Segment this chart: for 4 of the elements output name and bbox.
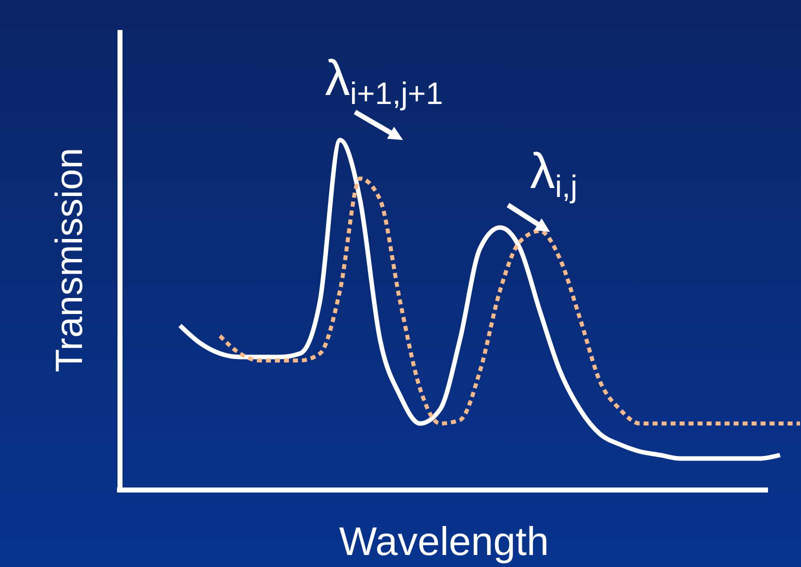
text: λ$_{i+1,j+1}$ [325, 50, 444, 112]
y-axis-title: Transmission [49, 148, 91, 372]
annotation: λ$_{i,j}$ [530, 143, 578, 204]
x-axis-title: Wavelength [339, 520, 549, 564]
